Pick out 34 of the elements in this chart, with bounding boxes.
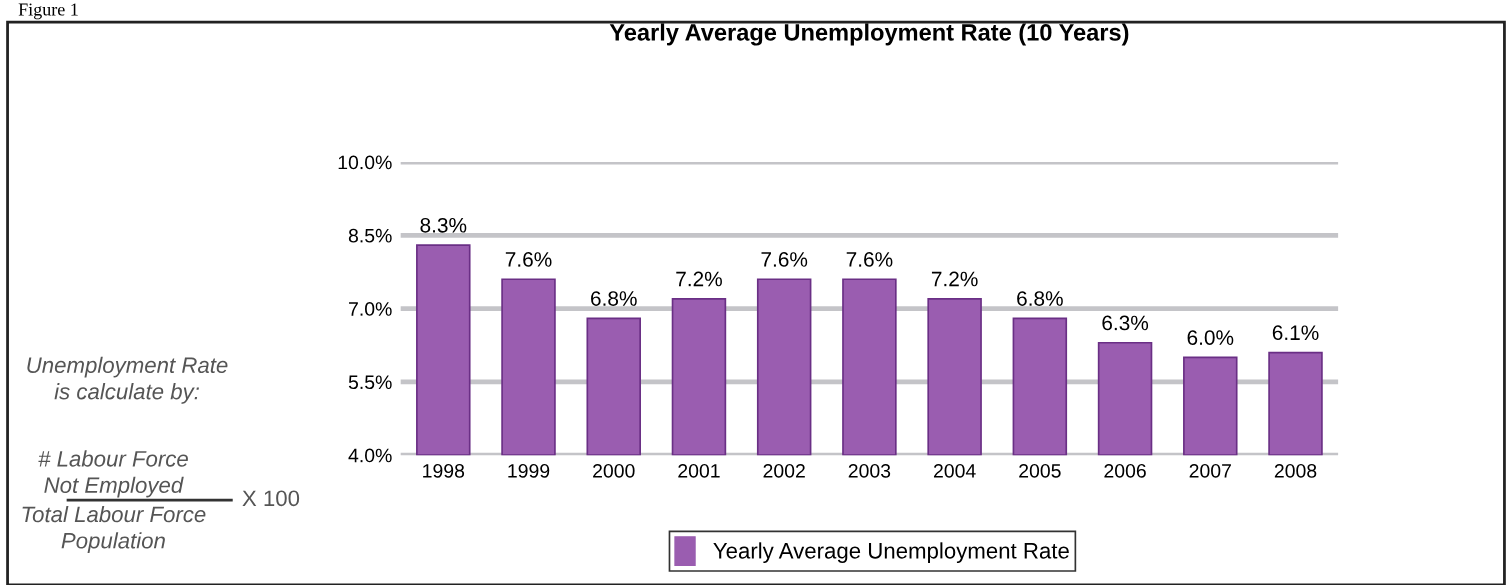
x-tick-label: 2000 (593, 463, 635, 478)
y-tick-label: 7.0% (349, 302, 392, 316)
data-label: 7.2% (676, 271, 722, 287)
text: X 100 (242, 490, 300, 507)
y-tick-label: 5.5% (348, 375, 392, 390)
data-label: 7.6% (846, 252, 893, 267)
x-tick-label: 2006 (1104, 463, 1146, 478)
legend-label: Yearly Average Unemployment Rate (713, 542, 1069, 564)
data-label: 6.1% (1272, 325, 1319, 341)
x-tick-label: 2002 (763, 463, 805, 478)
data-label: 6.3% (1102, 315, 1149, 331)
x-tick-label: 2004 (933, 463, 976, 478)
y-tick-label: 8.5% (348, 228, 392, 243)
chart-title: Yearly Average Unemployment Rate (10 Years) (609, 23, 1129, 46)
data-label: 6.0% (1187, 330, 1234, 345)
data-label: 6.8% (1017, 291, 1063, 306)
caption: Figure 1 (18, 3, 78, 20)
text: Unemployment Rate is calculate by: (27, 356, 228, 404)
y-tick-label: 10.0% (338, 155, 392, 170)
x-tick-label: 2005 (1019, 463, 1061, 478)
data-label: 7.2% (931, 271, 978, 287)
x-tick-label: 1998 (423, 463, 465, 478)
x-tick-label: 2007 (1189, 463, 1231, 478)
x-tick-label: 2003 (848, 463, 891, 478)
data-label: 8.3% (420, 217, 467, 233)
x-tick-label: 1999 (508, 463, 550, 478)
data-label: 7.6% (761, 252, 808, 267)
text: # Labour Force Not Employed (38, 450, 188, 498)
y-tick-label: 4.0% (348, 448, 392, 463)
text: Total Labour Force Population (22, 505, 206, 553)
x-tick-label: 2008 (1274, 463, 1317, 478)
data-label: 7.6% (505, 252, 552, 267)
x-tick-label: 2001 (678, 463, 720, 478)
data-label: 6.8% (591, 291, 637, 306)
